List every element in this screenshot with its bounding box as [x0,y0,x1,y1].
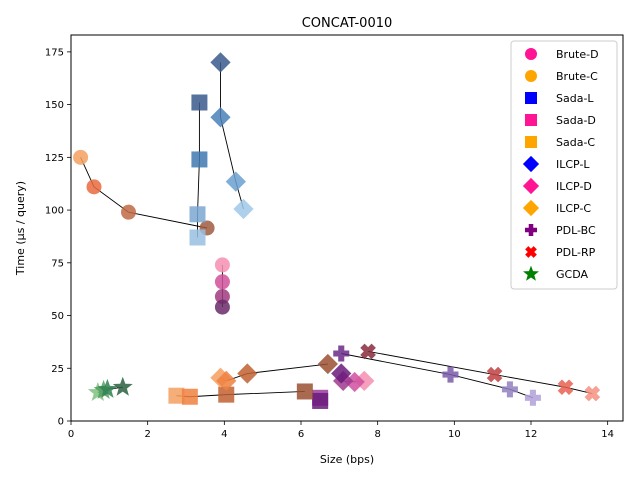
legend-marker-ilcp-l [522,155,540,173]
x-tick-label: 10 [448,429,461,440]
data-point-sada-d [312,392,329,409]
y-axis-label: Time (µs / query) [14,181,27,276]
data-point-ilcp-l [210,52,231,73]
data-point-sada-l [191,151,208,168]
x-tick-label: 8 [374,429,380,440]
data-point-sada-c [218,386,235,403]
legend-label-brute-d: Brute-D [556,48,599,61]
legend-marker-gcda [523,265,539,281]
data-point-ilcp-d [331,363,352,384]
data-point-brute-d [214,257,230,273]
data-point-brute-c [73,149,89,165]
series-line-sada-l [197,102,200,238]
x-tick-label: 0 [68,429,74,440]
x-tick-label: 12 [525,429,538,440]
data-point-ilcp-l [225,171,246,192]
data-point-ilcp-c [237,363,258,384]
data-point-sada-l [191,94,208,111]
legend-marker-sada-l [525,92,537,104]
series-line-pdl-bc [341,353,534,399]
y-tick-label: 175 [45,47,64,58]
legend-label-pdl-bc: PDL-BC [556,224,596,237]
data-point-brute-d [214,274,230,290]
series-line-pdl-rp [367,350,593,395]
legend-label-brute-c: Brute-C [556,70,598,83]
data-point-ilcp-c [317,353,338,375]
x-tick-label: 4 [221,429,227,440]
series-line-brute-c [80,157,208,229]
legend-marker-sada-c [525,136,537,148]
y-tick-label: 25 [51,364,64,375]
y-tick-label: 50 [51,311,64,322]
legend-label-ilcp-d: ILCP-D [556,180,592,193]
legend: Brute-D Brute-C Sada-L Sada-D Sada-C ILCP-L IL… [510,40,618,290]
data-point-pdl-bc [442,366,459,383]
legend-marker-pdl-rp [525,246,537,258]
data-point-sada-l [189,206,206,223]
data-point-sada-c [181,388,198,405]
legend-label-sada-c: Sada-C [556,136,595,149]
legend-label-ilcp-l: ILCP-L [556,158,590,171]
data-point-brute-c [86,179,102,195]
data-point-pdl-rp [584,385,601,402]
x-axis-label: Size (bps) [320,453,374,466]
data-point-brute-d [214,299,230,315]
legend-marker-pdl-bc [525,224,537,236]
legend-box [510,40,618,290]
y-tick-label: 100 [45,206,64,217]
data-point-pdl-rp [486,366,503,383]
data-point-pdl-bc [524,389,541,406]
legend-marker-ilcp-c [522,199,540,217]
y-tick-label: 150 [45,100,64,111]
data-point-ilcp-c [216,370,237,392]
data-point-ilcp-l [210,107,231,128]
x-tick-label: 2 [144,429,150,440]
x-tick-label: 14 [601,429,614,440]
data-point-ilcp-l [233,198,254,220]
data-point-pdl-bc [333,345,350,362]
data-point-gcda [87,382,108,402]
legend-marker-ilcp-d [522,177,540,195]
series-line-ilcp-c [220,363,328,382]
legend-marker-brute-d [525,48,537,60]
legend-label-gcda: GCDA [556,268,588,281]
legend-label-pdl-rp: PDL-RP [556,246,596,259]
data-point-ilcp-d [344,371,365,393]
legend-marker-sada-d [525,114,537,126]
data-point-pdl-rp [557,379,574,396]
data-point-sada-c [296,383,313,400]
plot-frame [70,34,624,422]
x-tick-label: 6 [298,429,304,440]
y-tick-label: 125 [45,153,64,164]
data-point-sada-c [168,387,185,404]
y-tick-label: 0 [58,417,64,428]
y-tick-label: 75 [51,258,64,269]
legend-marker-brute-c [525,70,537,82]
data-point-sada-l [189,229,206,246]
legend-label-ilcp-c: ILCP-C [556,202,591,215]
data-point-brute-d [214,289,230,305]
legend-label-sada-l: Sada-L [556,92,594,105]
data-point-gcda [97,378,118,398]
chart-title: CONCAT-0010 [302,16,393,31]
data-point-brute-c [121,204,136,220]
legend-label-sada-d: Sada-D [556,114,596,127]
data-point-pdl-bc [501,381,518,398]
data-point-pdl-rp [360,343,376,360]
data-point-gcda [112,376,133,396]
series-line-ilcp-l [220,62,244,210]
